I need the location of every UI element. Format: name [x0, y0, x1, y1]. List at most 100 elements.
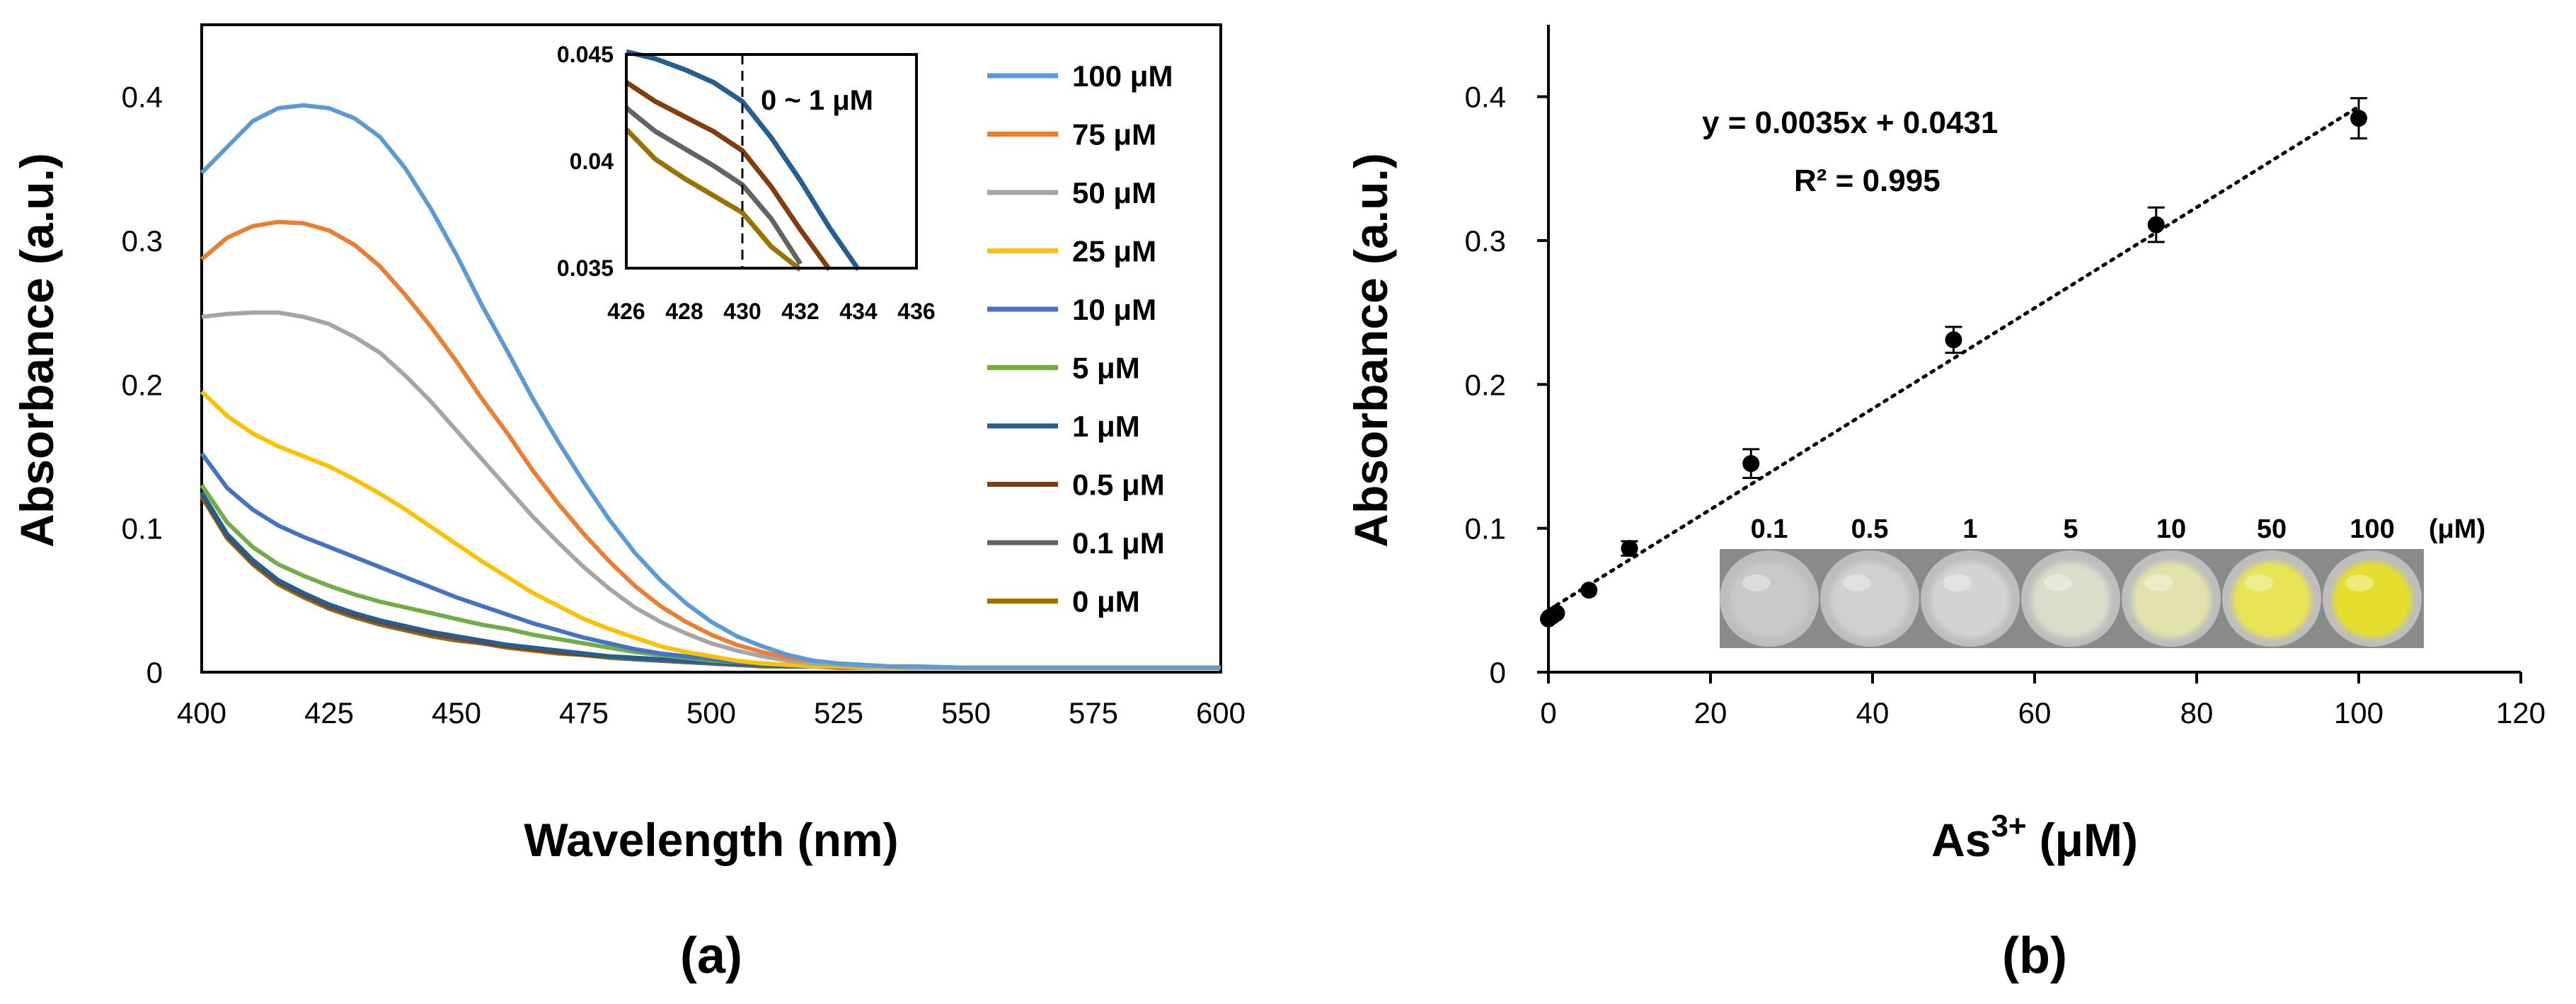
x-tick-label-120: 120 — [2496, 696, 2546, 729]
marker — [2350, 110, 2367, 127]
marker — [1742, 455, 1760, 473]
y-tick-label-0-3: 0.3 — [122, 224, 163, 258]
y-tick-label-0: 0 — [1490, 656, 1506, 689]
x-tick-label-0: 0 — [1540, 696, 1556, 729]
x-tick-label-20: 20 — [1694, 696, 1727, 729]
well-100 — [2323, 550, 2422, 647]
well-5 — [2021, 550, 2120, 647]
well-label-5: 5 — [2063, 514, 2078, 544]
inset-y-tick-0-045: 0.045 — [557, 42, 614, 67]
panel-b-chart: 0 20 40 60 80 100 120 0 0.1 0.2 0.3 0.4 0.1 0.5 1 5 10… — [1345, 25, 2546, 984]
panel-b-data-points — [1540, 97, 2367, 628]
x-tick-label-575: 575 — [1069, 696, 1118, 729]
well-highlight — [2044, 575, 2072, 592]
well-label-50: 50 — [2257, 514, 2287, 544]
well-10 — [2122, 550, 2221, 647]
x-tick-label-475: 475 — [559, 696, 609, 729]
legend-item-75-M: 75 μM — [987, 118, 1156, 151]
legend-label: 0.5 μM — [1072, 468, 1165, 502]
inset-y-ticks: 0.035 0.04 0.045 — [557, 42, 614, 281]
inset-annotation: 0 ~ 1 μM — [761, 85, 873, 116]
legend-item-1-M: 1 μM — [987, 410, 1140, 443]
well-highlight — [2144, 575, 2173, 592]
marker — [1945, 331, 1962, 349]
well-solution — [2132, 562, 2211, 638]
panel-b-x-axis-title: As3+ (μM) — [1931, 809, 2138, 866]
x-tick-label-400: 400 — [177, 696, 226, 729]
y-tick-label-0: 0 — [146, 656, 163, 689]
well-plate-wells — [1720, 550, 2422, 647]
x-tick-label-500: 500 — [686, 696, 736, 729]
linear-fit-line — [1546, 105, 2361, 612]
x-axis-title-sup: 3+ — [1991, 809, 2026, 843]
marker — [2147, 216, 2165, 233]
legend-label: 75 μM — [1072, 118, 1156, 151]
well-solution — [1931, 562, 2010, 638]
inset-x-tick-428: 428 — [665, 299, 703, 324]
marker — [1580, 582, 1598, 599]
y-tick-label-0-4: 0.4 — [1465, 81, 1506, 114]
well-plate-labels: 0.1 0.5 1 5 10 50 100 (μM) — [1751, 514, 2486, 544]
panel-a-chart: 400 425 450 475 500 525 550 575 600 0 0.1 0.2 0.3 0.… — [11, 23, 1246, 984]
legend-item-25-M: 25 μM — [987, 235, 1156, 268]
y-tick-label-0-2: 0.2 — [122, 368, 163, 401]
series-line-100-M — [200, 103, 1221, 670]
inset-series-line-1-M — [626, 49, 861, 271]
x-tick-label-40: 40 — [1856, 696, 1890, 729]
fit-r-squared: R² = 0.995 — [1794, 163, 1940, 198]
inset-y-tick-0-035: 0.035 — [557, 255, 614, 281]
inset-x-ticks: 426 428 430 432 434 436 — [607, 299, 935, 324]
legend-label: 5 μM — [1072, 352, 1140, 385]
inset-frame — [625, 53, 918, 270]
legend-label: 0 μM — [1072, 585, 1140, 618]
well-0-1 — [1720, 550, 1819, 647]
x-axis-title-main: As — [1931, 814, 1991, 866]
x-tick-label-100: 100 — [2334, 696, 2384, 729]
inset-x-tick-434: 434 — [839, 299, 878, 324]
panel-a-y-ticks: 0 0.1 0.2 0.3 0.4 — [122, 81, 163, 689]
x-tick-label-525: 525 — [814, 696, 863, 729]
y-tick-label-0-3: 0.3 — [1465, 224, 1506, 258]
panel-a-y-axis-title: Absorbance (a.u.) — [11, 153, 63, 547]
well-solution — [2232, 562, 2311, 638]
data-point-100 — [2350, 97, 2367, 140]
legend-label: 100 μM — [1072, 59, 1173, 93]
data-point-1 — [1548, 604, 1565, 622]
data-point-50 — [1945, 325, 1962, 354]
panel-b-label: (b) — [2002, 928, 2067, 984]
panel-a-series-group — [200, 103, 1221, 670]
x-tick-label-600: 600 — [1196, 696, 1246, 729]
legend-label: 1 μM — [1072, 410, 1140, 443]
y-tick-label-0-1: 0.1 — [122, 512, 163, 546]
inset-x-tick-430: 430 — [723, 299, 761, 324]
panel-a-label: (a) — [680, 928, 742, 984]
legend-item-0-5-M: 0.5 μM — [987, 468, 1165, 502]
legend-item-100-M: 100 μM — [987, 59, 1173, 93]
panel-b-y-axis-title: Absorbance (a.u.) — [1345, 153, 1397, 547]
x-tick-label-80: 80 — [2180, 696, 2214, 729]
data-point-10 — [1621, 540, 1638, 558]
x-tick-label-450: 450 — [432, 696, 481, 729]
panel-b-x-ticks: 0 20 40 60 80 100 120 — [1540, 672, 2546, 729]
x-tick-label-425: 425 — [304, 696, 354, 729]
well-highlight — [1742, 575, 1771, 592]
well-solution — [1730, 562, 1809, 638]
inset-x-tick-426: 426 — [607, 299, 645, 324]
well-unit-label: (μM) — [2429, 514, 2485, 544]
panel-a-x-axis-title: Wavelength (nm) — [524, 814, 898, 866]
well-label-100: 100 — [2350, 514, 2394, 544]
well-label-10: 10 — [2156, 514, 2186, 544]
legend-item-0-M: 0 μM — [987, 585, 1140, 618]
well-highlight — [1943, 575, 1972, 592]
y-tick-label-0-4: 0.4 — [122, 81, 163, 114]
well-label-0-5: 0.5 — [1851, 514, 1889, 544]
well-solution — [1830, 562, 1909, 638]
legend-item-5-M: 5 μM — [987, 352, 1140, 385]
inset-background — [626, 54, 916, 268]
marker — [1621, 540, 1638, 558]
fit-equation: y = 0.0035x + 0.0431 — [1702, 105, 1998, 140]
well-highlight — [1843, 575, 1871, 592]
legend-label: 0.1 μM — [1072, 526, 1165, 560]
